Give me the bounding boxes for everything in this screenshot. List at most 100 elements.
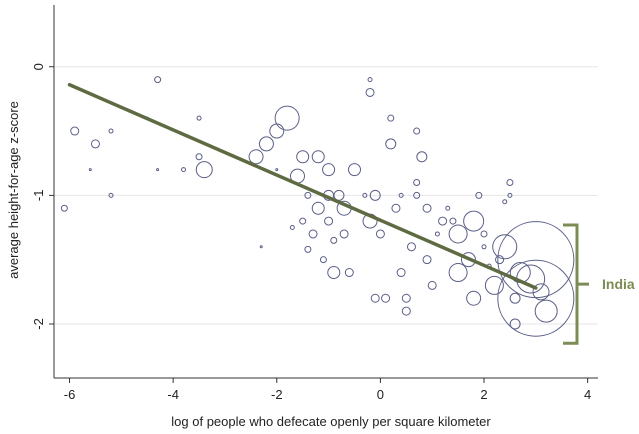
data-point: [502, 199, 508, 205]
data-point: [154, 76, 162, 84]
data-point: [365, 87, 375, 97]
data-point: [108, 128, 114, 134]
data-point: [406, 242, 416, 252]
data-point: [413, 178, 421, 186]
data-point: [304, 191, 312, 199]
data-point: [248, 149, 264, 165]
data-point: [381, 293, 391, 303]
data-point: [509, 292, 521, 304]
data-point: [396, 268, 406, 278]
data-point: [369, 189, 381, 201]
data-point: [311, 150, 325, 164]
data-point: [375, 229, 385, 239]
data-point: [258, 136, 274, 152]
data-point: [495, 255, 505, 265]
y-axis-title: average height-for-age z-score: [6, 101, 21, 279]
data-point: [480, 230, 488, 238]
data-point: [367, 77, 373, 83]
data-point: [509, 318, 521, 330]
y-tick-label: -1: [31, 190, 46, 202]
data-point: [299, 217, 307, 225]
data-point: [448, 263, 468, 283]
data-point: [181, 167, 187, 173]
data-point: [445, 205, 451, 211]
x-tick-label: 0: [377, 387, 384, 402]
data-point: [422, 255, 432, 265]
fit-line: [67, 82, 538, 290]
data-point: [195, 161, 213, 179]
data-point: [344, 268, 354, 278]
y-tick-label: 0: [31, 63, 46, 70]
data-point: [304, 245, 312, 253]
data-point: [362, 192, 368, 198]
data-point: [319, 256, 327, 264]
data-point: [506, 178, 514, 186]
data-point: [448, 224, 468, 244]
tick-labels: -6 -4 -2 0 2 4 0 -1 -2: [31, 63, 591, 402]
india-label: India: [602, 276, 635, 292]
x-tick-label: -6: [64, 387, 76, 402]
data-point: [434, 231, 440, 237]
data-point: [339, 229, 349, 239]
data-point: [60, 204, 68, 212]
data-point: [532, 283, 550, 301]
x-tick-label: 4: [584, 387, 591, 402]
data-point: [274, 105, 300, 131]
data-point: [327, 266, 341, 280]
data-point: [269, 123, 285, 139]
annotation-group: India: [563, 223, 635, 345]
x-tick-label: 2: [480, 387, 487, 402]
data-point: [466, 290, 482, 306]
data-point: [427, 280, 437, 290]
data-point: [275, 168, 279, 172]
data-point: [322, 163, 336, 177]
data-point: [398, 192, 404, 198]
data-point: [370, 293, 380, 303]
data-point: [311, 201, 325, 215]
data-point: [475, 191, 483, 199]
data-point: [460, 252, 476, 268]
data-point: [481, 244, 487, 250]
data-point: [463, 210, 485, 232]
data-point: [484, 275, 504, 295]
data-point: [156, 168, 160, 172]
data-point: [497, 259, 575, 337]
data-point: [108, 192, 114, 198]
data-point: [401, 293, 411, 303]
data-point: [289, 225, 295, 231]
y-tick-label: -2: [31, 318, 46, 330]
data-point: [507, 192, 513, 198]
data-point: [534, 299, 558, 323]
axes: [49, 5, 598, 383]
data-point: [308, 229, 318, 239]
data-point: [296, 150, 310, 164]
data-point: [324, 216, 334, 226]
fit-line-group: [67, 82, 538, 290]
data-point: [385, 138, 397, 150]
data-point: [195, 153, 203, 161]
data-point: [422, 203, 432, 213]
data-point: [416, 151, 428, 163]
data-point: [516, 264, 546, 294]
data-point: [391, 203, 401, 213]
data-point: [413, 191, 421, 199]
data-point: [401, 306, 411, 316]
data-point: [438, 216, 448, 226]
data-point: [492, 234, 518, 260]
x-tick-label: -4: [167, 387, 179, 402]
data-point: [259, 245, 263, 249]
india-bracket: [563, 223, 589, 345]
data-point: [413, 127, 421, 135]
data-point: [387, 114, 395, 122]
data-point: [330, 236, 338, 244]
x-tick-label: -2: [271, 387, 283, 402]
data-point: [347, 163, 361, 177]
data-point: [88, 168, 92, 172]
data-point: [196, 115, 202, 121]
data-point: [90, 139, 100, 149]
data-point: [70, 126, 80, 136]
x-axis-title: log of people who defecate openly per sq…: [171, 414, 491, 429]
data-point: [449, 217, 457, 225]
